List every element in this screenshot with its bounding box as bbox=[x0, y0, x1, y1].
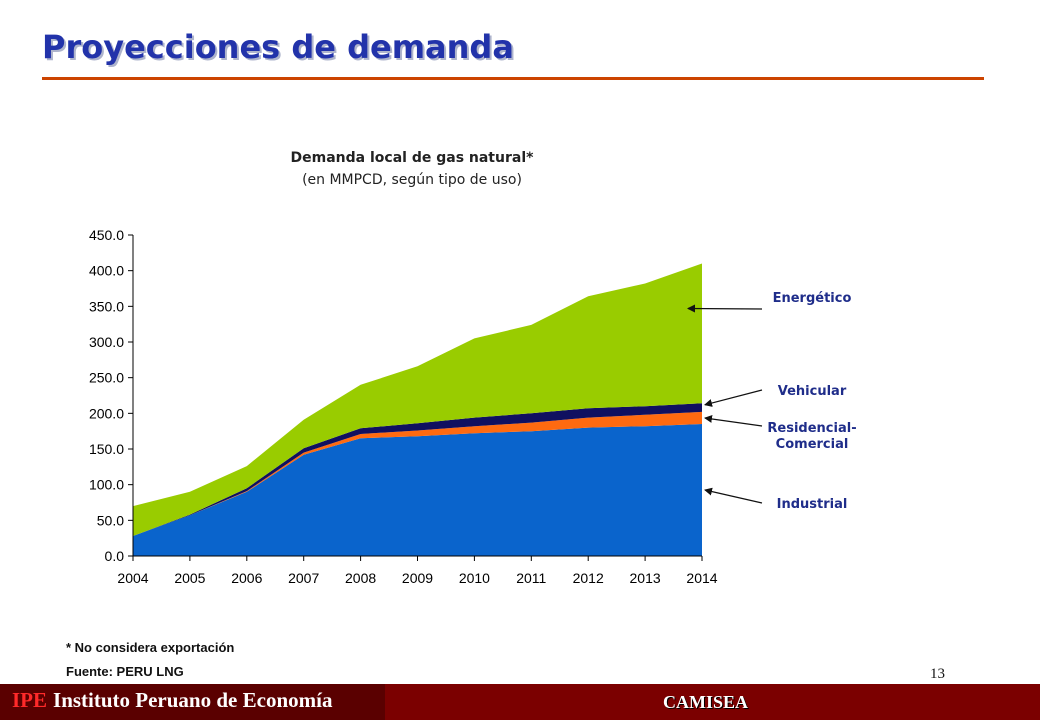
y-tick-label: 300.0 bbox=[89, 334, 124, 350]
source-note: Fuente: PERU LNG bbox=[66, 664, 184, 679]
footer-bar: IPE Instituto Peruano de Economía CAMISEA bbox=[0, 684, 1040, 720]
legend-label-residencial-comercial: Residencial-Comercial bbox=[767, 421, 856, 452]
y-tick-label: 400.0 bbox=[89, 263, 124, 279]
y-tick-label: 50.0 bbox=[97, 512, 124, 528]
legend-arrow-residencial-comercial bbox=[704, 414, 763, 427]
y-tick-label: 150.0 bbox=[89, 441, 124, 457]
x-tick-label: 2005 bbox=[174, 570, 205, 586]
x-tick-label: 2011 bbox=[516, 570, 546, 586]
chart-subtitle: (en MMPCD, según tipo de uso) bbox=[302, 172, 522, 188]
series-area-industrial bbox=[133, 424, 702, 556]
legend-label-industrial: Industrial bbox=[777, 497, 848, 512]
y-tick-label: 250.0 bbox=[89, 370, 124, 386]
y-tick-label: 450.0 bbox=[89, 227, 124, 243]
y-tick-label: 200.0 bbox=[89, 405, 124, 421]
demand-area-chart: 0.0 50.0 100.0 150.0 200.0 250.0 300.0 350.0 400… bbox=[89, 227, 857, 586]
x-tick-label: 2013 bbox=[630, 570, 661, 586]
brand-name: Instituto Peruano de Economía bbox=[53, 688, 333, 712]
x-tick-label: 2004 bbox=[117, 570, 148, 586]
series-area-residencial-comercial bbox=[133, 411, 702, 536]
page-number: 13 bbox=[930, 666, 945, 682]
legend-arrow-industrial bbox=[704, 487, 763, 504]
x-tick-label: 2012 bbox=[573, 570, 604, 586]
y-tick-label: 0.0 bbox=[105, 548, 125, 564]
legend-label-vehicular: Vehicular bbox=[778, 384, 847, 399]
y-tick-label: 100.0 bbox=[89, 477, 124, 493]
x-tick-label: 2014 bbox=[686, 570, 717, 586]
title-divider bbox=[42, 77, 984, 80]
x-tick-label: 2010 bbox=[459, 570, 490, 586]
x-tick-label: 2006 bbox=[231, 570, 262, 586]
footnote: * No considera exportación bbox=[66, 640, 235, 655]
x-tick-label: 2008 bbox=[345, 570, 376, 586]
chart-title: Demanda local de gas natural* bbox=[290, 150, 534, 166]
slide-title: Proyecciones de demanda bbox=[42, 28, 514, 66]
series-area-energetico bbox=[133, 263, 702, 536]
footer-brand-panel: IPE Instituto Peruano de Economía bbox=[0, 684, 385, 720]
legend-arrow-vehicular bbox=[704, 389, 763, 407]
legend-label-energetico: Energético bbox=[773, 291, 852, 306]
x-tick-label: 2009 bbox=[402, 570, 433, 586]
footer-brand: IPE Instituto Peruano de Economía bbox=[12, 688, 332, 713]
brand-abbr: IPE bbox=[12, 688, 48, 712]
y-tick-label: 350.0 bbox=[89, 298, 124, 314]
legend-arrow-energetico bbox=[687, 304, 763, 313]
footer-project: CAMISEA bbox=[663, 692, 749, 712]
series-area-vehicular bbox=[133, 403, 702, 536]
x-tick-label: 2007 bbox=[288, 570, 319, 586]
